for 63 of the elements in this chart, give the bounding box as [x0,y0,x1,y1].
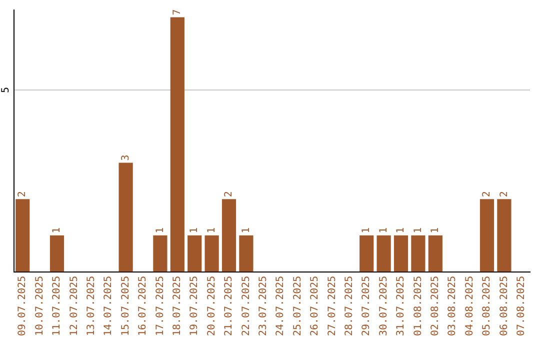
data-label: 7 [172,9,183,16]
x-tick-label: 25.07.2025 [292,276,304,336]
x-tick-label: 01.08.2025 [412,276,424,336]
data-label: 2 [482,191,493,198]
data-label: 2 [498,191,510,198]
x-tick-label: 16.07.2025 [138,276,149,336]
x-tick-label: 13.07.2025 [86,276,97,336]
x-tick-label: 24.07.2025 [275,276,286,336]
bar [118,162,133,272]
data-label: 2 [224,191,235,198]
data-label: 1 [52,227,63,234]
bar [428,235,442,272]
data-label: 1 [412,227,424,234]
data-label: 1 [430,227,441,234]
bar [497,199,512,272]
bar [50,235,64,272]
data-label: 1 [396,227,407,234]
data-label: 1 [154,227,166,234]
bar [188,235,202,272]
bar [360,235,374,272]
data-label: 1 [206,227,218,234]
x-tick-label: 09.07.2025 [17,276,28,336]
x-tick-label: 20.07.2025 [206,276,218,336]
bar [153,235,168,272]
x-tick-label: 14.07.2025 [103,276,114,336]
x-tick-label: 05.08.2025 [482,276,493,336]
bar [16,199,30,272]
x-tick-label: 06.08.2025 [498,276,510,336]
bar [376,235,391,272]
data-label: 3 [120,154,132,161]
x-tick-label: 04.08.2025 [464,276,476,336]
x-tick-label: 28.07.2025 [344,276,355,336]
data-label: 1 [189,227,200,234]
x-tick-label: 22.07.2025 [240,276,252,336]
x-tick-label: 10.07.2025 [34,276,46,336]
bar [411,235,426,272]
x-tick-label: 07.08.2025 [516,276,527,336]
x-tick-label: 17.07.2025 [154,276,166,336]
x-tick-label: 26.07.2025 [310,276,321,336]
x-tick-label: 12.07.2025 [68,276,80,336]
bar [480,199,494,272]
x-tick-label: 21.07.2025 [224,276,235,336]
data-label: 1 [361,227,372,234]
bar [239,235,254,272]
x-tick-label: 02.08.2025 [430,276,441,336]
x-tick-label: 11.07.2025 [52,276,63,336]
data-label: 2 [17,191,28,198]
x-tick-label: 18.07.2025 [172,276,183,336]
x-tick-label: 15.07.2025 [120,276,132,336]
bar [222,199,236,272]
x-tick-label: 19.07.2025 [189,276,200,336]
x-tick-label: 23.07.2025 [258,276,269,336]
bar [170,17,184,272]
x-tick-label: 03.08.2025 [447,276,458,336]
x-tick-label: 31.07.2025 [396,276,407,336]
y-tick-label: 5 [0,86,12,94]
bar [394,235,408,272]
x-tick-label: 27.07.2025 [326,276,338,336]
bar [204,235,219,272]
data-label: 1 [378,227,390,234]
data-label: 1 [240,227,252,234]
x-tick-label: 29.07.2025 [361,276,372,336]
x-tick-label: 30.07.2025 [378,276,390,336]
